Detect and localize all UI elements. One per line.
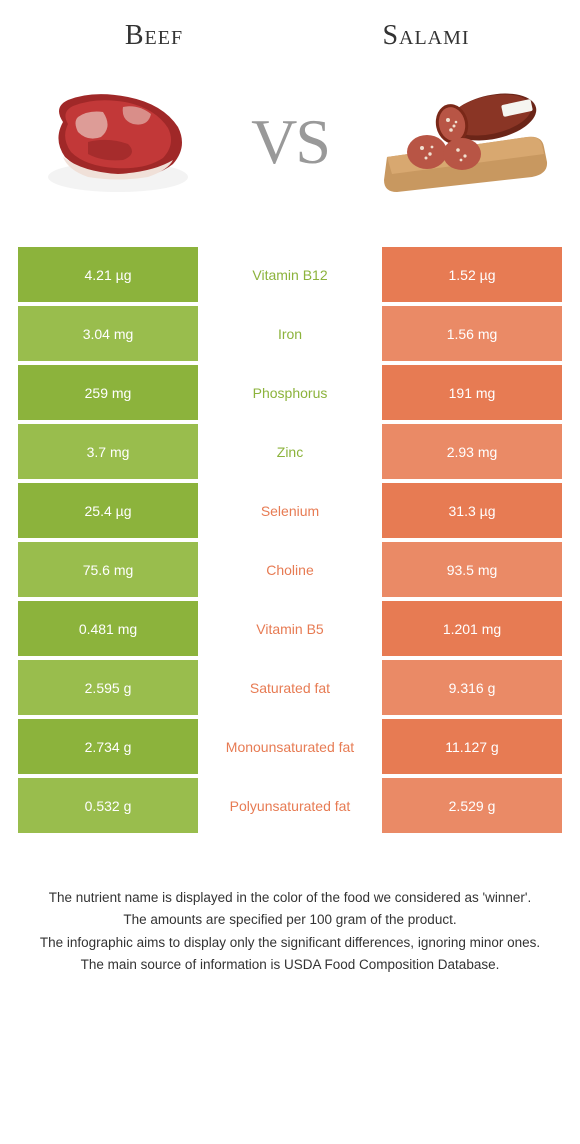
beef-icon [33, 82, 203, 202]
nutrient-row: 3.7 mgZinc2.93 mg [18, 424, 562, 479]
right-value-cell: 1.201 mg [382, 601, 562, 656]
right-value-cell: 2.93 mg [382, 424, 562, 479]
footer-line: The amounts are specified per 100 gram o… [28, 910, 552, 930]
left-value-cell: 2.595 g [18, 660, 198, 715]
right-value-cell: 9.316 g [382, 660, 562, 715]
header-titles: Beef Salami [18, 20, 562, 52]
left-value-cell: 3.04 mg [18, 306, 198, 361]
nutrient-label-cell: Choline [198, 542, 382, 597]
left-value-cell: 4.21 µg [18, 247, 198, 302]
nutrient-row: 2.595 gSaturated fat9.316 g [18, 660, 562, 715]
left-value-cell: 0.532 g [18, 778, 198, 833]
nutrient-label-cell: Monounsaturated fat [198, 719, 382, 774]
nutrient-row: 75.6 mgCholine93.5 mg [18, 542, 562, 597]
nutrient-row: 0.532 gPolyunsaturated fat2.529 g [18, 778, 562, 833]
left-value-cell: 25.4 µg [18, 483, 198, 538]
footer-line: The infographic aims to display only the… [28, 933, 552, 953]
beef-image [28, 77, 208, 207]
left-value-cell: 259 mg [18, 365, 198, 420]
right-food-title: Salami [290, 20, 562, 52]
nutrient-row: 4.21 µgVitamin B121.52 µg [18, 247, 562, 302]
salami-image [372, 77, 552, 207]
nutrient-label-cell: Selenium [198, 483, 382, 538]
left-value-cell: 2.734 g [18, 719, 198, 774]
nutrient-label-cell: Phosphorus [198, 365, 382, 420]
nutrient-label-cell: Saturated fat [198, 660, 382, 715]
right-value-cell: 1.56 mg [382, 306, 562, 361]
footer-line: The main source of information is USDA F… [28, 955, 552, 975]
footer-notes: The nutrient name is displayed in the co… [18, 888, 562, 975]
nutrient-label-cell: Iron [198, 306, 382, 361]
nutrient-table: 4.21 µgVitamin B121.52 µg3.04 mgIron1.56… [18, 247, 562, 833]
nutrient-label-cell: Zinc [198, 424, 382, 479]
left-value-cell: 3.7 mg [18, 424, 198, 479]
nutrient-row: 3.04 mgIron1.56 mg [18, 306, 562, 361]
right-value-cell: 11.127 g [382, 719, 562, 774]
nutrient-label-cell: Polyunsaturated fat [198, 778, 382, 833]
nutrient-label-cell: Vitamin B5 [198, 601, 382, 656]
vs-text: VS [251, 105, 329, 179]
nutrient-row: 25.4 µgSelenium31.3 µg [18, 483, 562, 538]
nutrient-row: 259 mgPhosphorus191 mg [18, 365, 562, 420]
left-food-title: Beef [18, 20, 290, 52]
nutrient-row: 2.734 gMonounsaturated fat11.127 g [18, 719, 562, 774]
right-value-cell: 191 mg [382, 365, 562, 420]
nutrient-label-cell: Vitamin B12 [198, 247, 382, 302]
footer-line: The nutrient name is displayed in the co… [28, 888, 552, 908]
right-value-cell: 93.5 mg [382, 542, 562, 597]
salami-icon [372, 82, 552, 202]
nutrient-row: 0.481 mgVitamin B51.201 mg [18, 601, 562, 656]
left-value-cell: 75.6 mg [18, 542, 198, 597]
right-value-cell: 1.52 µg [382, 247, 562, 302]
right-value-cell: 2.529 g [382, 778, 562, 833]
left-value-cell: 0.481 mg [18, 601, 198, 656]
hero-images: VS [18, 77, 562, 207]
right-value-cell: 31.3 µg [382, 483, 562, 538]
